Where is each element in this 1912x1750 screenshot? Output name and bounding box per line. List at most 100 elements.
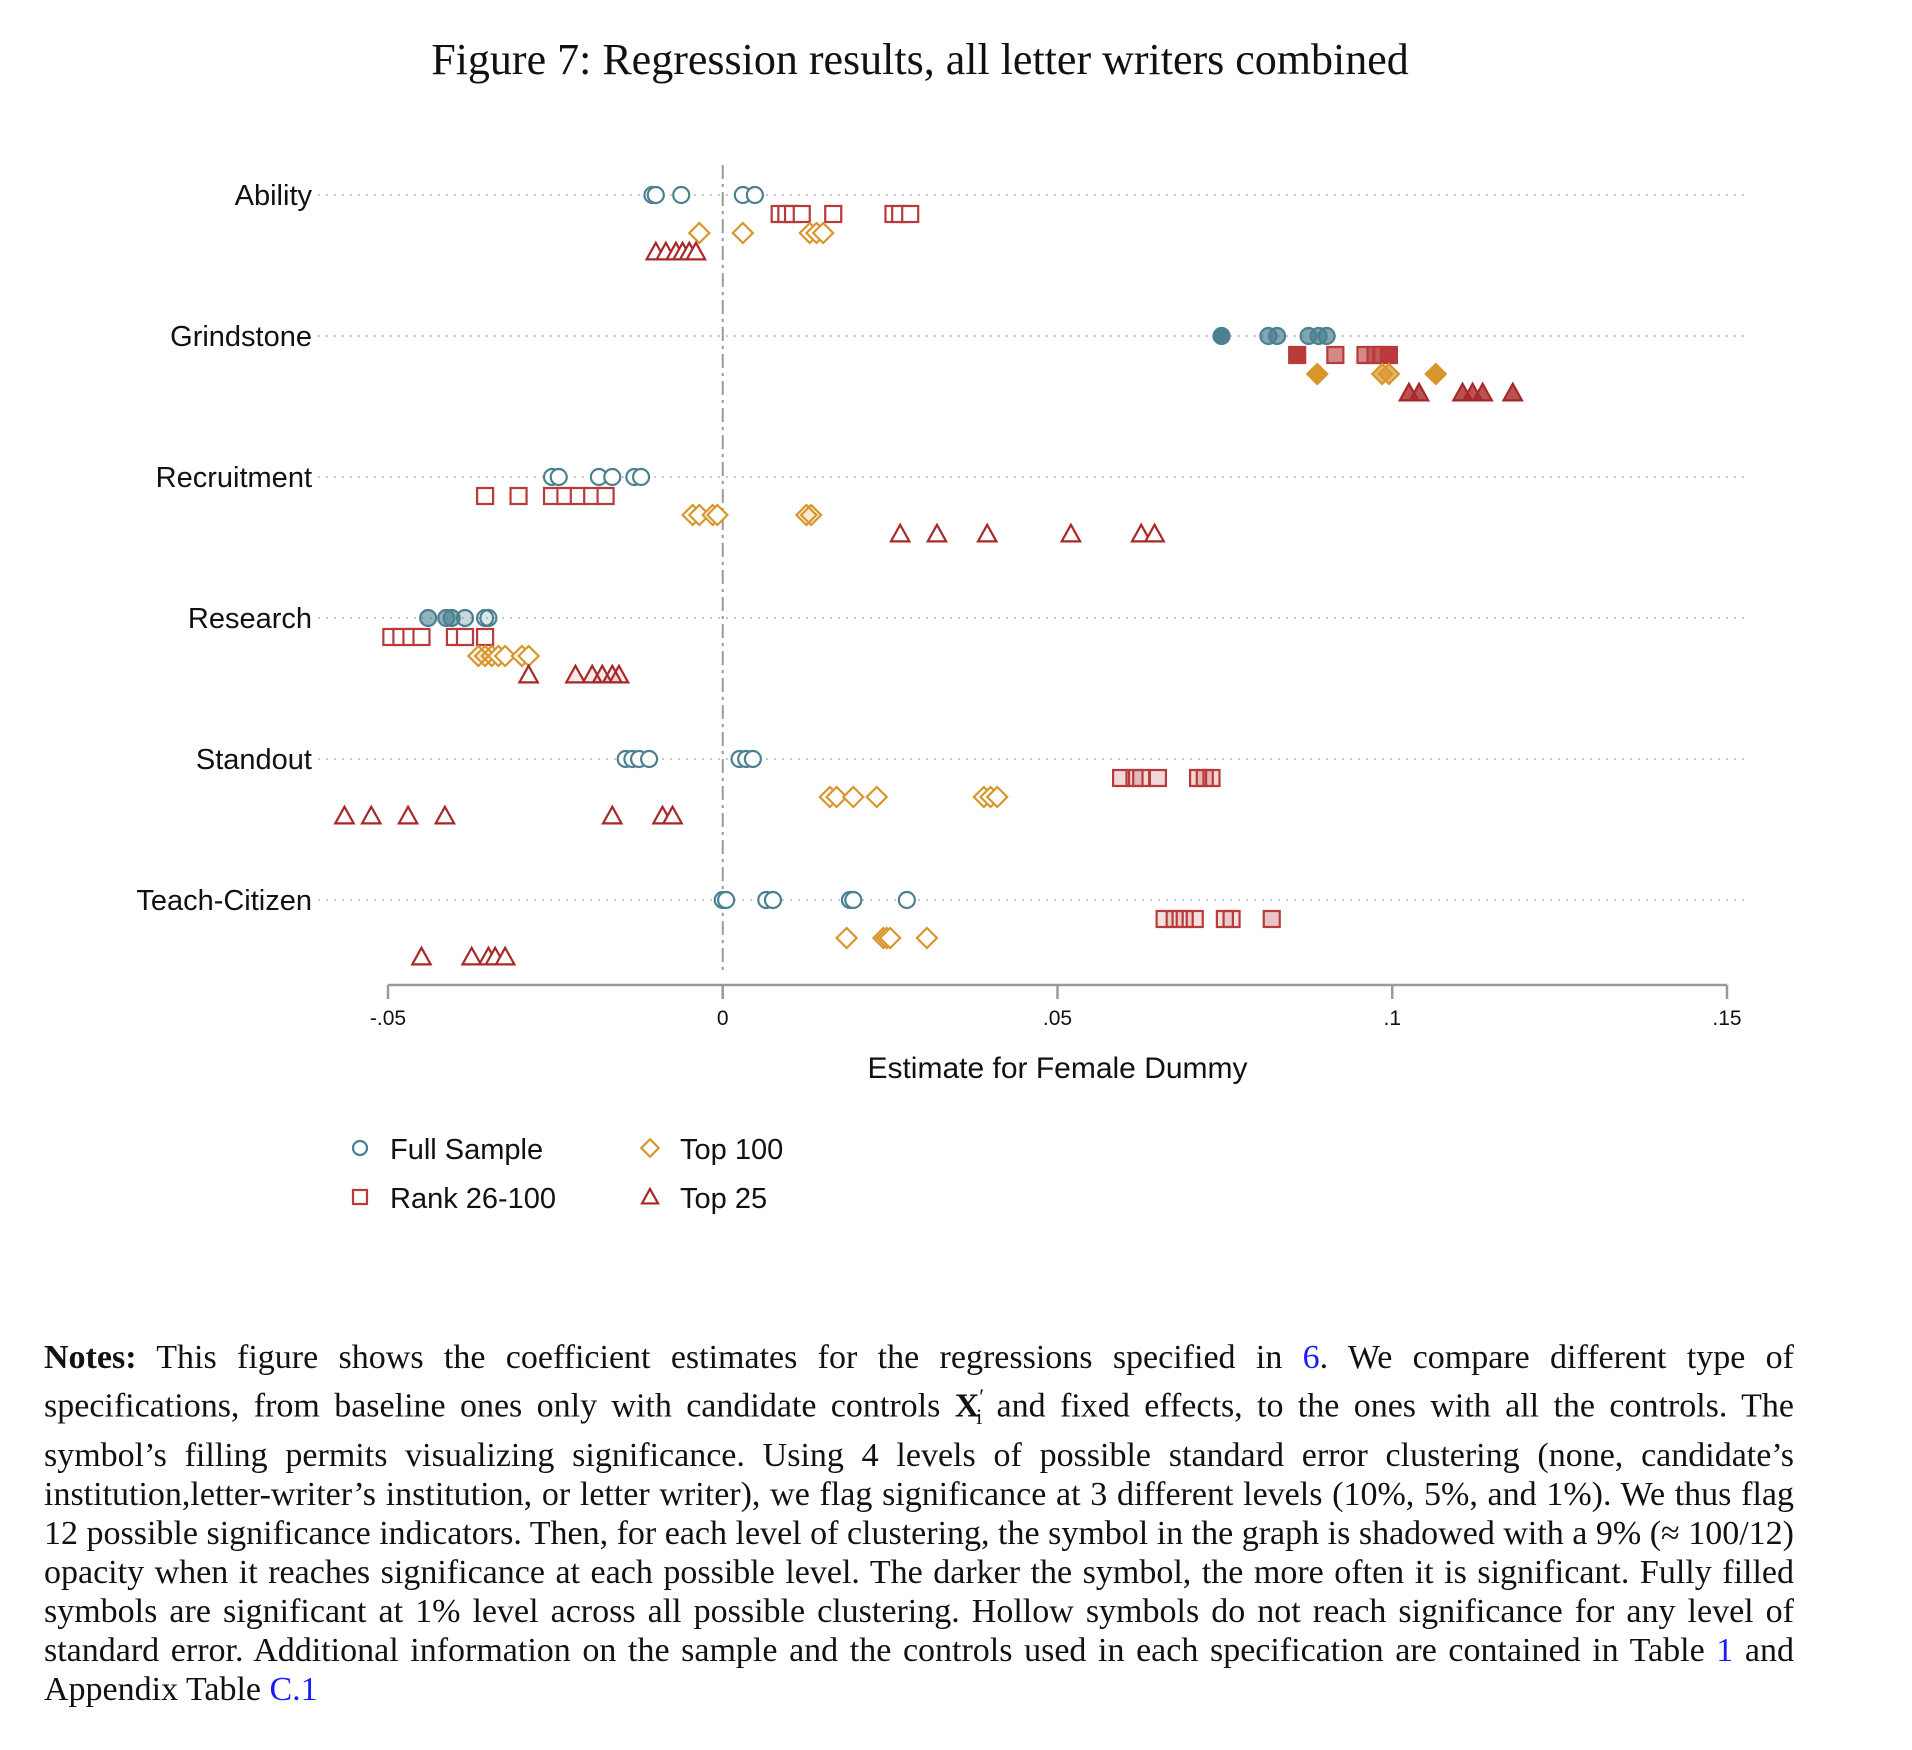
point-top-100-recruitment	[794, 503, 818, 527]
point-top-25-grindstone	[1501, 381, 1524, 402]
x-axis-label: Estimate for Female Dummy	[867, 1052, 1247, 1085]
point-full-sample-grindstone	[1267, 326, 1287, 346]
point-full-sample-standout	[640, 749, 659, 769]
point-full-sample-ability	[745, 185, 764, 205]
notes-label: Notes:	[44, 1339, 137, 1376]
point-top-25-grindstone	[1407, 381, 1431, 402]
point-top-25-standout	[433, 804, 456, 825]
notes-text-4: and Appendix Table	[44, 1632, 1795, 1709]
point-top-100-ability	[811, 221, 835, 245]
category-label-teach-citizen: Teach-Citizen	[136, 885, 312, 917]
legend-marker-full-sample	[351, 1139, 369, 1157]
point-top-25-teach-citizen	[494, 945, 517, 966]
notes-text-1: This figure shows the coefficient estima…	[136, 1339, 1303, 1376]
category-label-standout: Standout	[196, 744, 312, 776]
x-axis: -.05 0 .05 .1 .15	[370, 983, 1742, 1030]
category-labels: Ability Grindstone Recruitment Research Stan…	[136, 180, 312, 917]
legend-label-top-100: Top 100	[680, 1134, 783, 1166]
figure-title: Figure 7: Regression results, all letter…	[431, 35, 1409, 84]
legend-label-top-25: Top 25	[680, 1183, 767, 1215]
point-top-25-recruitment	[1059, 522, 1082, 543]
point-top-25-grindstone	[1471, 381, 1494, 402]
point-full-sample-teach-citizen	[844, 890, 863, 910]
point-full-sample-ability	[672, 185, 691, 205]
point-top-100-ability	[687, 221, 711, 245]
point-top-25-teach-citizen	[460, 945, 483, 966]
point-top-25-teach-citizen	[410, 945, 433, 966]
point-rank-26-100-standout	[1202, 768, 1221, 788]
point-rank-26-100-research	[455, 627, 475, 647]
legend: Full Sample Rank 26-100 Top 100 Top 25	[351, 1134, 783, 1215]
point-rank-26-100-standout	[1148, 768, 1168, 788]
point-top-100-grindstone	[1424, 362, 1448, 386]
point-rank-26-100-ability	[792, 204, 811, 224]
point-full-sample-grindstone	[1212, 326, 1231, 346]
point-rank-26-100-ability	[824, 204, 843, 224]
x-tick-label: 0	[717, 1007, 729, 1030]
section-reference-link[interactable]: 6	[1302, 1339, 1320, 1376]
category-label-research: Research	[188, 603, 312, 635]
point-top-100-recruitment	[705, 503, 729, 527]
table-reference-link[interactable]: 1	[1716, 1632, 1734, 1670]
point-full-sample-recruitment	[631, 467, 651, 487]
point-top-25-research	[607, 663, 631, 684]
point-rank-26-100-teach-citizen	[1222, 909, 1241, 929]
point-full-sample-recruitment	[603, 467, 622, 487]
point-top-100-standout	[825, 785, 849, 809]
point-rank-26-100-teach-citizen	[1262, 909, 1281, 929]
point-rank-26-100-recruitment	[509, 486, 528, 506]
point-top-25-recruitment	[1130, 522, 1153, 543]
point-top-25-standout	[397, 804, 420, 825]
point-rank-26-100-standout	[1132, 768, 1151, 788]
point-rank-26-100-recruitment	[475, 486, 495, 506]
point-full-sample-ability	[646, 185, 665, 205]
math-subscript-i: i	[976, 1404, 983, 1430]
point-top-25-standout	[661, 804, 684, 825]
point-rank-26-100-grindstone	[1379, 345, 1399, 365]
point-top-25-recruitment	[925, 522, 949, 543]
legend-marker-top-25	[640, 1186, 660, 1205]
math-x-symbol: X	[954, 1387, 980, 1425]
x-tick-label: .1	[1383, 1007, 1401, 1030]
point-full-sample-research	[479, 608, 498, 628]
x-tick-label: .05	[1043, 1007, 1072, 1030]
x-tick-label: .15	[1712, 1007, 1741, 1030]
point-rank-26-100-ability	[901, 204, 920, 224]
point-top-100-recruitment	[799, 503, 823, 527]
point-rank-26-100-teach-citizen	[1155, 909, 1174, 929]
notes-text-3: and fixed effects, to the ones with all …	[44, 1387, 1794, 1670]
point-rank-26-100-teach-citizen	[1165, 909, 1184, 929]
point-top-25-recruitment	[889, 522, 912, 543]
point-top-100-standout	[985, 785, 1009, 809]
point-full-sample-teach-citizen	[763, 890, 783, 910]
math-prime: ′	[979, 1384, 985, 1409]
data-points	[333, 185, 1524, 966]
point-top-100-standout	[865, 785, 889, 809]
point-top-100-teach-citizen	[878, 926, 902, 950]
point-rank-26-100-grindstone	[1288, 345, 1307, 365]
point-top-25-research	[564, 663, 587, 684]
point-top-100-grindstone	[1305, 362, 1329, 386]
notes-text-2: . We compare different type of specifica…	[44, 1339, 1795, 1425]
point-top-25-research	[517, 663, 540, 684]
point-top-100-ability	[731, 221, 755, 245]
point-top-100-standout	[841, 785, 865, 809]
point-top-25-recruitment	[1143, 522, 1166, 543]
point-top-25-ability	[684, 240, 708, 261]
point-top-100-grindstone	[1377, 362, 1401, 386]
figure-notes: Notes: This figure shows the coefficient…	[44, 1338, 1794, 1709]
appendix-table-reference-link[interactable]: C.1	[269, 1671, 318, 1709]
point-full-sample-research	[419, 608, 438, 628]
point-rank-26-100-teach-citizen	[1185, 909, 1204, 929]
point-rank-26-100-standout	[1112, 768, 1131, 788]
point-top-100-research	[493, 644, 517, 668]
category-label-ability: Ability	[235, 180, 313, 212]
point-top-25-standout	[333, 804, 356, 825]
point-rank-26-100-recruitment	[596, 486, 615, 506]
point-rank-26-100-research	[475, 627, 495, 647]
legend-marker-top-100	[639, 1137, 661, 1159]
legend-label-full-sample: Full Sample	[390, 1134, 543, 1166]
point-top-100-teach-citizen	[835, 926, 859, 950]
point-top-100-teach-citizen	[915, 926, 939, 950]
category-label-grindstone: Grindstone	[170, 321, 312, 353]
